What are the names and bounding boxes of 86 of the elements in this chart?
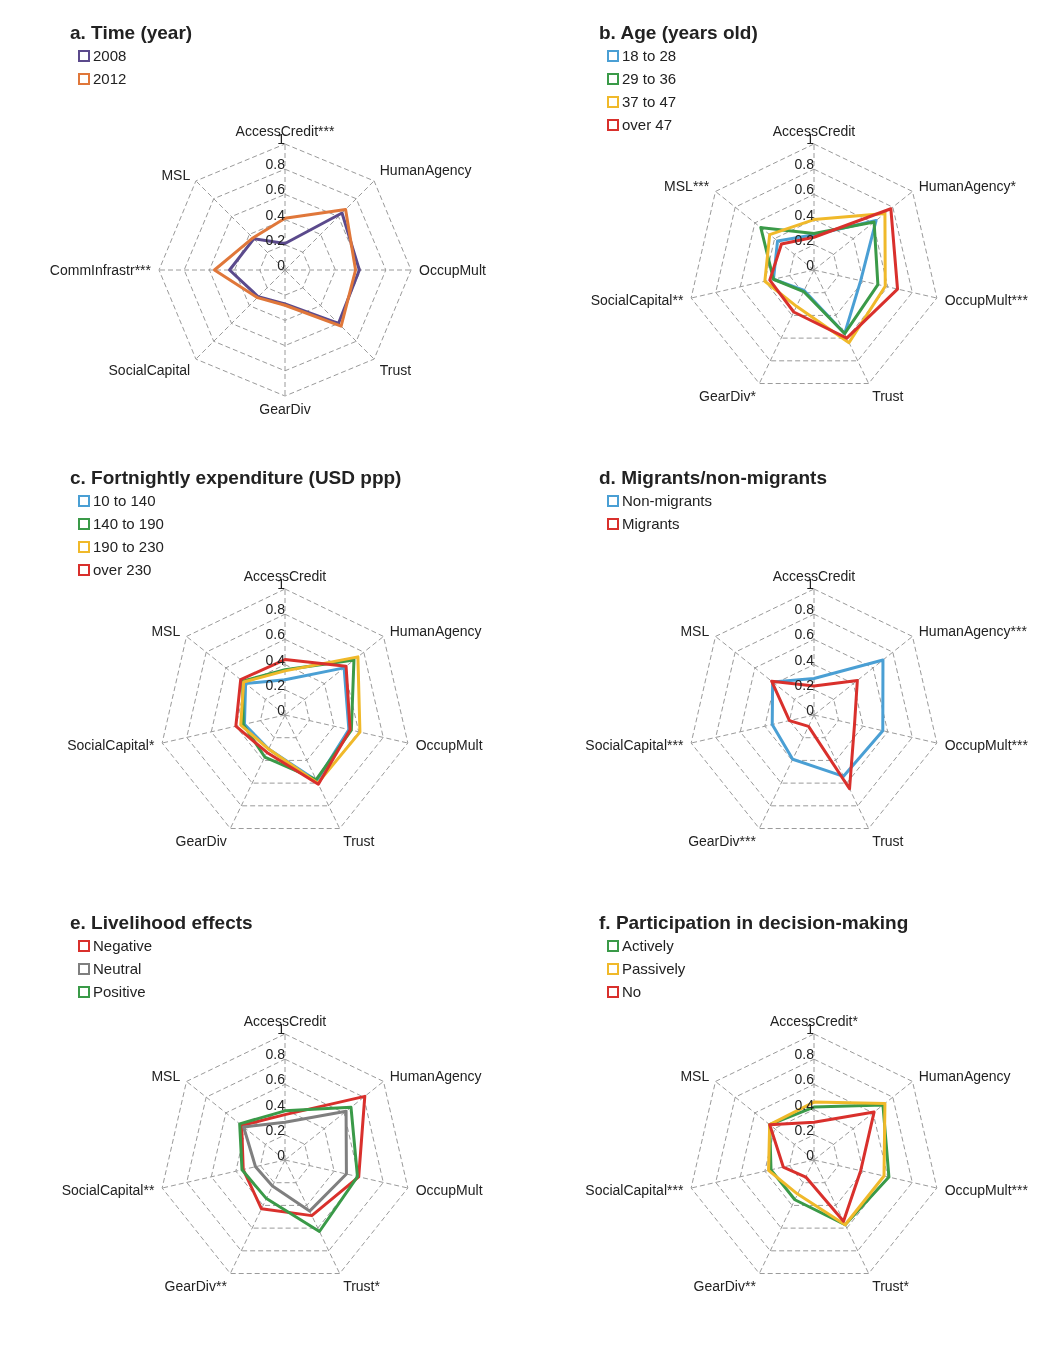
y-tick-label: 0.8 bbox=[794, 1046, 815, 1063]
spoke-label: HumanAgency bbox=[389, 623, 482, 640]
legend-label: 140 to 190 bbox=[93, 514, 164, 534]
spoke-label: Trust bbox=[379, 361, 412, 378]
chart-title: a. Time (year) bbox=[70, 22, 193, 44]
chart-title: f. Participation in decision-making bbox=[599, 912, 909, 934]
spoke-label: OccupMult bbox=[415, 1181, 483, 1198]
legend-label: Non-migrants bbox=[622, 491, 713, 511]
spoke-label: GearDiv bbox=[175, 832, 227, 849]
spoke-label: SocialCapital* bbox=[67, 736, 155, 753]
chart-title: c. Fortnightly expenditure (USD ppp) bbox=[70, 467, 402, 489]
y-tick-label: 0 bbox=[277, 257, 286, 273]
spoke-label: SocialCapital** bbox=[61, 1181, 155, 1198]
y-tick-label: 0.4 bbox=[265, 1096, 286, 1113]
spoke-label: SocialCapital** bbox=[590, 291, 684, 308]
spoke-label: OccupMult*** bbox=[944, 1181, 1029, 1198]
legend-label: Migrants bbox=[622, 514, 680, 534]
y-tick-label: 0.4 bbox=[265, 206, 286, 223]
spoke-label: OccupMult*** bbox=[944, 736, 1029, 753]
spoke-label: Trust* bbox=[872, 1277, 910, 1294]
legend-label: Passively bbox=[622, 959, 686, 979]
spoke-label: CommInfrastr*** bbox=[49, 261, 152, 278]
spoke-label: MSL bbox=[161, 167, 191, 184]
spoke-label: MSL bbox=[680, 623, 710, 640]
y-tick-label: 0.6 bbox=[265, 1071, 286, 1088]
spoke-label: Trust bbox=[343, 832, 375, 849]
legend-label: Neutral bbox=[93, 959, 142, 979]
spoke-label: MSL*** bbox=[664, 178, 710, 195]
y-tick-label: 0 bbox=[277, 702, 286, 718]
spoke-label: HumanAgency bbox=[379, 162, 472, 179]
y-tick-label: 0.8 bbox=[794, 601, 815, 618]
spoke-label: Trust bbox=[872, 387, 904, 404]
spoke-label: HumanAgency* bbox=[918, 178, 1017, 195]
legend-label: over 47 bbox=[622, 115, 673, 135]
chart-title: b. Age (years old) bbox=[599, 22, 758, 44]
spoke-label: GearDiv* bbox=[699, 387, 757, 404]
legend-label: 37 to 47 bbox=[622, 92, 677, 112]
y-tick-label: 0.6 bbox=[265, 181, 286, 198]
spoke-label: SocialCapital bbox=[108, 361, 191, 378]
legend-label: 2008 bbox=[93, 46, 127, 66]
y-tick-label: 0 bbox=[806, 702, 815, 718]
spoke-label: OccupMult bbox=[415, 736, 483, 753]
legend-label: 2012 bbox=[93, 69, 127, 89]
chart-title: d. Migrants/non-migrants bbox=[599, 467, 827, 489]
spoke-label: GearDiv** bbox=[693, 1277, 757, 1294]
spoke-label: HumanAgency*** bbox=[918, 623, 1028, 640]
legend-label: Negative bbox=[93, 936, 153, 956]
spoke-label: OccupMult bbox=[419, 261, 487, 278]
y-tick-label: 0 bbox=[277, 1147, 286, 1163]
y-tick-label: 0.8 bbox=[265, 1046, 286, 1063]
legend-label: over 230 bbox=[93, 560, 152, 580]
legend-label: No bbox=[622, 982, 642, 1002]
spoke-label: MSL bbox=[151, 1068, 181, 1085]
y-tick-label: 0.8 bbox=[794, 156, 815, 173]
legend-label: Positive bbox=[93, 982, 146, 1002]
y-tick-label: 0.8 bbox=[265, 156, 286, 173]
spoke-label: MSL bbox=[680, 1068, 710, 1085]
y-tick-label: 0.8 bbox=[265, 601, 286, 618]
y-tick-label: 0.6 bbox=[794, 1071, 815, 1088]
y-tick-label: 0.6 bbox=[794, 626, 815, 643]
spoke-label: SocialCapital*** bbox=[585, 1181, 684, 1198]
y-tick-label: 0.6 bbox=[265, 626, 286, 643]
y-tick-label: 0.4 bbox=[794, 651, 815, 668]
y-tick-label: 0.4 bbox=[794, 206, 815, 223]
spoke-label: HumanAgency bbox=[389, 1068, 482, 1085]
legend-label: 29 to 36 bbox=[622, 69, 677, 89]
spoke-label: Trust* bbox=[343, 1277, 381, 1294]
y-tick-label: 0.6 bbox=[794, 181, 815, 198]
spoke-label: OccupMult*** bbox=[944, 291, 1029, 308]
y-tick-label: 0.2 bbox=[794, 1121, 815, 1138]
spoke-label: Trust bbox=[872, 832, 904, 849]
legend-label: 190 to 230 bbox=[93, 537, 164, 557]
spoke-label: MSL bbox=[151, 623, 181, 640]
spoke-label: SocialCapital*** bbox=[585, 736, 684, 753]
spoke-label: GearDiv*** bbox=[688, 832, 757, 849]
y-tick-label: 0.2 bbox=[265, 1121, 286, 1138]
spoke-label: GearDiv** bbox=[164, 1277, 228, 1294]
legend-label: Actively bbox=[622, 936, 674, 956]
spoke-label: HumanAgency bbox=[918, 1068, 1011, 1085]
legend-label: 18 to 28 bbox=[622, 46, 677, 66]
y-tick-label: 0 bbox=[806, 257, 815, 273]
y-tick-label: 0.2 bbox=[265, 676, 286, 693]
chart-title: e. Livelihood effects bbox=[70, 912, 253, 934]
y-tick-label: 0 bbox=[806, 1147, 815, 1163]
legend-label: 10 to 140 bbox=[93, 491, 156, 511]
spoke-label: GearDiv bbox=[259, 400, 311, 417]
